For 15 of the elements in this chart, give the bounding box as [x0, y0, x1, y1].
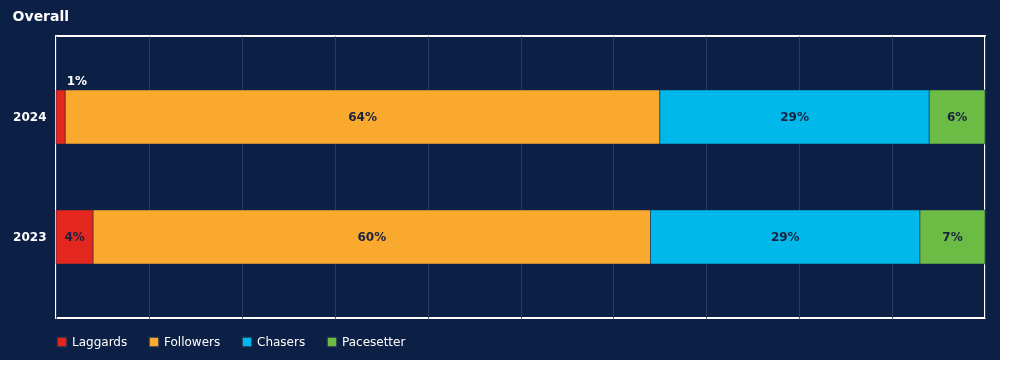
y-tick-label: 2023 — [13, 230, 47, 244]
chart-title: Overall — [12, 8, 70, 24]
data-label: 4% — [64, 230, 85, 244]
data-label: 1% — [66, 74, 88, 88]
legend-label: Laggards — [72, 335, 128, 349]
data-label: 64% — [348, 110, 377, 124]
legend-label: Chasers — [257, 335, 306, 349]
data-label: 7% — [942, 230, 963, 244]
data-label: 6% — [946, 110, 968, 124]
legend-label: Pacesetter — [342, 335, 406, 349]
data-label: 29% — [780, 110, 809, 124]
data-label: 60% — [357, 230, 387, 244]
data-label: 29% — [770, 230, 800, 244]
legend-label: Followers — [164, 335, 221, 349]
y-tick-label: 2024 — [13, 110, 47, 124]
